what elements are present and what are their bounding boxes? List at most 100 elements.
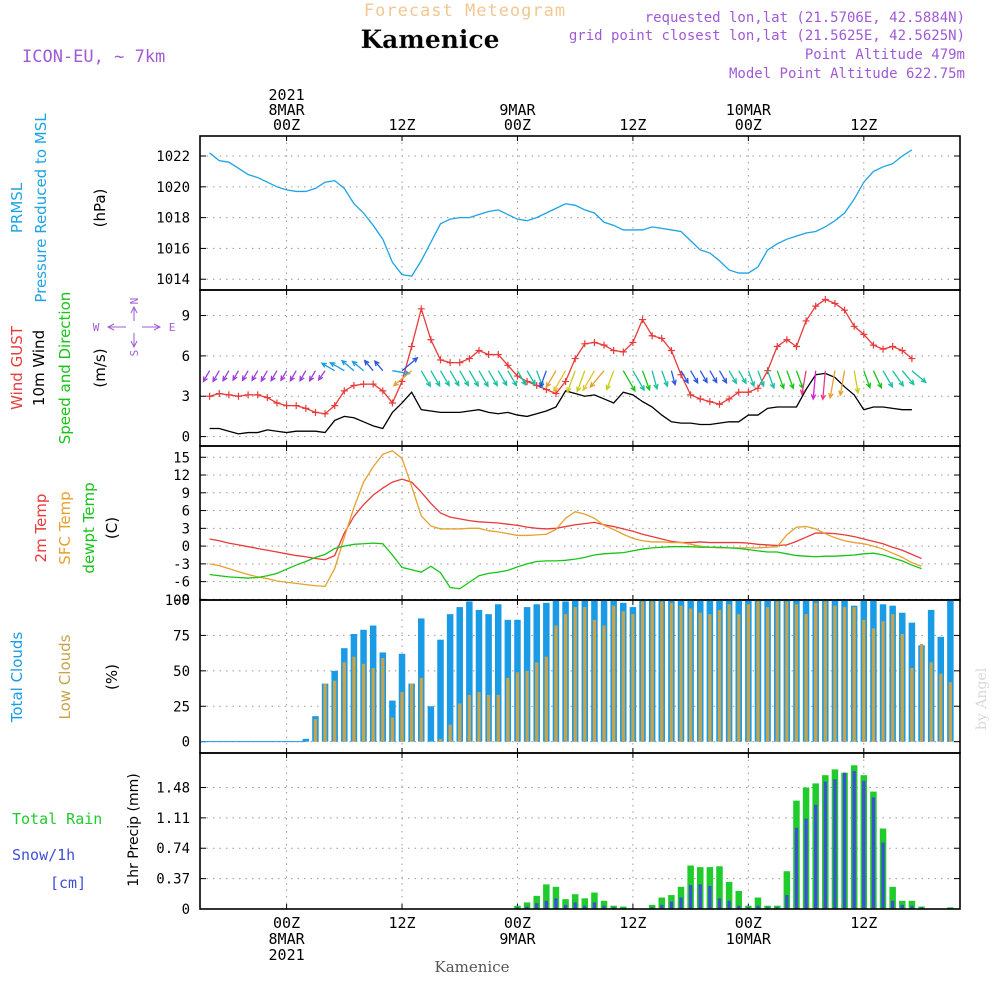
low-cloud-bar	[688, 608, 693, 742]
top-time-label: 2021	[269, 86, 305, 104]
panel-frame	[199, 135, 961, 291]
y-tick-label: 15	[173, 450, 190, 466]
total-cloud-bar	[302, 738, 310, 742]
low-cloud-bar	[631, 614, 635, 742]
snow-bar	[535, 903, 539, 909]
rain-bar	[571, 894, 579, 909]
gust-point-marker	[234, 392, 242, 400]
low-cloud-bar	[371, 668, 375, 742]
low-cloud-bar	[939, 673, 943, 742]
gust-point-marker	[898, 347, 906, 355]
low-cloud-bar	[891, 614, 895, 742]
rain-bar	[658, 897, 666, 909]
wind-direction-arrow	[641, 370, 651, 392]
gust-point-marker	[494, 351, 502, 359]
gust-point-marker	[437, 356, 445, 364]
low-cloud-bar	[333, 680, 337, 742]
total-cloud-bar	[947, 600, 954, 742]
gust-point-marker	[456, 359, 464, 367]
low-cloud-bar	[323, 683, 327, 742]
gust-point-marker	[600, 341, 608, 349]
legend-total-rain: Total Rain	[12, 810, 102, 828]
compass-north-label: N	[128, 298, 141, 305]
wind-direction-arrow	[605, 370, 615, 391]
gust-point-marker	[485, 351, 493, 359]
gust-point-marker	[427, 336, 435, 344]
total-cloud-bar	[485, 614, 492, 742]
gust-point-marker	[273, 399, 281, 407]
low-cloud-bar	[496, 694, 500, 742]
low-cloud-bar	[717, 609, 722, 742]
point-altitude: Point Altitude 479m	[805, 47, 965, 63]
y-tick-label: 0	[182, 430, 190, 446]
gust-point-marker	[667, 347, 675, 355]
snow-bar	[573, 902, 577, 909]
top-time-label: 12Z	[850, 116, 877, 134]
wind-direction-arrow	[747, 370, 756, 388]
snow-bar	[544, 900, 548, 909]
footer: Kamenice by Angel	[435, 667, 991, 976]
rain-bar	[591, 892, 598, 909]
low-cloud-bar	[842, 607, 847, 742]
compass-south-label: S	[128, 350, 141, 357]
panel-wind: 0 3 6 9	[182, 289, 961, 447]
rain-bar	[562, 899, 569, 909]
gust-point-marker	[648, 332, 656, 340]
low-cloud-bar	[515, 672, 520, 742]
wind-direction-arrow	[589, 370, 605, 389]
gust-point-marker	[706, 398, 714, 406]
rain-bar	[725, 881, 733, 909]
wind-direction-arrow	[202, 370, 211, 383]
gust-point-marker	[513, 372, 521, 380]
panel-temp: -9-6 -3 0 36 9 12 15	[173, 445, 961, 608]
station-title: Kamenice	[360, 25, 499, 54]
low-cloud-bar	[862, 619, 866, 742]
bottom-time-label: 12Z	[388, 914, 415, 932]
total-cloud-bar	[437, 639, 444, 742]
low-cloud-bar	[919, 643, 924, 742]
gust-point-marker	[831, 299, 839, 307]
snow-bar	[698, 884, 702, 909]
low-cloud-bar	[506, 677, 510, 742]
gust-point-marker	[715, 400, 723, 408]
cloud-axis-label-0: Total Clouds	[8, 632, 26, 724]
cloud-axis-label-1: Low Clouds	[56, 634, 74, 719]
top-time-label: 00Z	[273, 116, 300, 134]
low-cloud-bar	[621, 611, 625, 742]
gust-point-marker	[244, 391, 252, 399]
wind-direction-arrow	[392, 370, 413, 387]
wind-direction-arrow	[270, 370, 278, 383]
snow-bar	[842, 772, 847, 909]
rain-bar	[533, 895, 540, 909]
rain-bar	[735, 890, 742, 909]
snow-bar	[919, 907, 924, 909]
gust-point-marker	[292, 402, 300, 410]
wind-speed-series-line	[209, 372, 912, 435]
rain-bar	[754, 897, 762, 909]
sfc-temp-series-line	[209, 450, 922, 588]
low-cloud-bar	[727, 604, 731, 742]
gust-point-marker	[658, 334, 666, 342]
y-tick-label: 0.37	[156, 872, 190, 888]
snow-bar	[900, 904, 904, 909]
wind-direction-arrow	[718, 370, 728, 385]
y-tick-label: 0	[182, 902, 190, 918]
wind-direction-arrow	[576, 370, 586, 393]
gust-point-marker	[725, 395, 733, 403]
snow-bar	[554, 898, 558, 909]
gust-point-marker	[908, 355, 916, 363]
low-cloud-bar	[409, 683, 414, 742]
wind-direction-arrow	[810, 370, 817, 401]
wind-direction-arrow	[820, 370, 826, 401]
low-cloud-bar	[640, 601, 645, 742]
gust-point-marker	[841, 306, 849, 314]
total-cloud-bar	[456, 607, 463, 742]
low-cloud-bar	[583, 607, 587, 742]
header: Forecast Meteogram Kamenice ICON-EU, ~ 7…	[22, 1, 965, 82]
low-cloud-bar	[544, 656, 548, 742]
gust-point-marker	[802, 317, 810, 325]
gust-point-marker	[360, 380, 368, 388]
snow-bar	[650, 907, 654, 909]
snow-bar	[785, 895, 789, 909]
wind-direction-arrow	[459, 370, 470, 387]
